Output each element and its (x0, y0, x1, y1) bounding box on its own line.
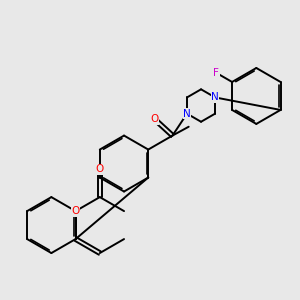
Text: F: F (213, 68, 219, 78)
Text: O: O (71, 206, 80, 216)
Text: N: N (183, 109, 191, 119)
Text: O: O (96, 164, 104, 174)
Text: O: O (151, 114, 159, 124)
Text: N: N (211, 92, 219, 102)
